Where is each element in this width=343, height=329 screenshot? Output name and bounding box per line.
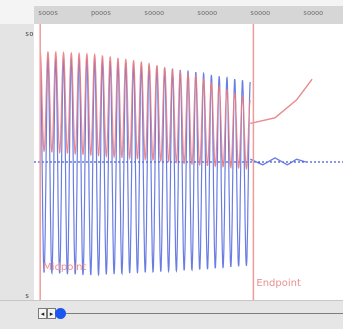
endpoint-marker-label: Endpoint bbox=[256, 278, 301, 289]
plot-area[interactable]: Midpoint Endpoint bbox=[34, 24, 343, 300]
y-axis-gutter: so s bbox=[0, 24, 35, 300]
ruler-label-4: soooo bbox=[250, 9, 271, 17]
ruler-label-1: pooos bbox=[91, 9, 112, 17]
waveform-chart: Midpoint Endpoint bbox=[34, 24, 343, 300]
step-back-icon[interactable]: ◂ bbox=[38, 308, 47, 319]
ruler-label-3: soooo bbox=[197, 9, 218, 17]
y-top-label: so bbox=[25, 30, 34, 38]
ruler-label-5: soooo bbox=[303, 9, 324, 17]
series-layer bbox=[34, 50, 343, 277]
series-line-0 bbox=[39, 57, 251, 277]
series-line-2 bbox=[250, 78, 313, 125]
series-line-1 bbox=[39, 50, 251, 171]
time-ruler: sooos pooos soooo soooo soooo soooo bbox=[34, 6, 343, 25]
ruler-label-2: soooo bbox=[144, 9, 165, 17]
marker-layer: Midpoint Endpoint bbox=[39, 24, 301, 300]
series-line-3 bbox=[250, 157, 307, 166]
playback-bar: ◂ ▸ bbox=[0, 300, 343, 329]
y-bottom-label: s bbox=[25, 292, 30, 300]
scrub-thumb[interactable] bbox=[55, 308, 66, 319]
midpoint-marker-label: Midpoint bbox=[43, 262, 86, 273]
scrub-track[interactable] bbox=[60, 313, 343, 314]
ruler-label-0: sooos bbox=[38, 9, 59, 17]
